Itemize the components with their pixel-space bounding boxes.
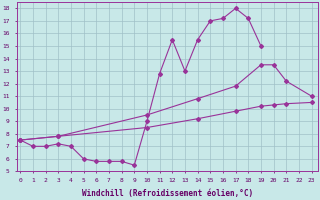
X-axis label: Windchill (Refroidissement éolien,°C): Windchill (Refroidissement éolien,°C) [82, 189, 253, 198]
